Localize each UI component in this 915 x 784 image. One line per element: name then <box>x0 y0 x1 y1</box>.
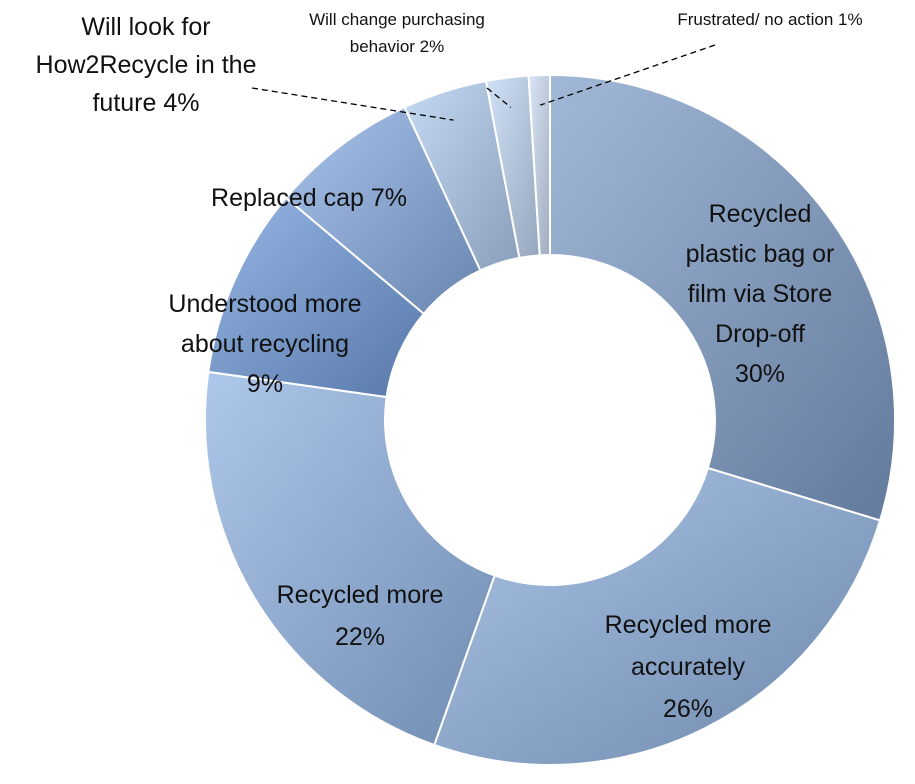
label-frustrated-no-action: Frustrated/ no action 1% <box>677 10 862 29</box>
label-understood-more-about-recycling: Understood more about recycling 9% <box>168 290 361 398</box>
leader-lines-layer <box>251 44 716 121</box>
slices-layer <box>204 73 896 766</box>
label-will-change-purchasing-behavior: Will change purchasing behavior 2% <box>309 10 485 56</box>
slice-recycled-more-accurately <box>432 466 882 766</box>
leader-line-will-look-for-how2recycle-in-the-future <box>251 87 454 121</box>
slice-recycled-plastic-bag-or-film-via-store-drop-off <box>549 73 896 522</box>
slice-recycled-more <box>204 370 496 747</box>
leader-line-will-change-purchasing-behavior <box>486 87 512 108</box>
slice-frustrated-no-action <box>527 73 551 257</box>
label-recycled-more-accurately: Recycled more accurately 26% <box>605 611 772 723</box>
label-recycled-more: Recycled more 22% <box>277 581 444 651</box>
label-replaced-cap: Replaced cap 7% <box>211 184 407 212</box>
labels-layer: Recycled plastic bag or film via Store Drop… <box>36 10 863 723</box>
label-recycled-plastic-bag-or-film-via-store-drop-off: Recycled plastic bag or film via Store Drop… <box>686 200 835 388</box>
label-will-look-for-how2recycle-in-the-future: Will look for How2Recycle in the future 4% <box>36 13 257 117</box>
leader-line-frustrated-no-action <box>539 44 716 106</box>
